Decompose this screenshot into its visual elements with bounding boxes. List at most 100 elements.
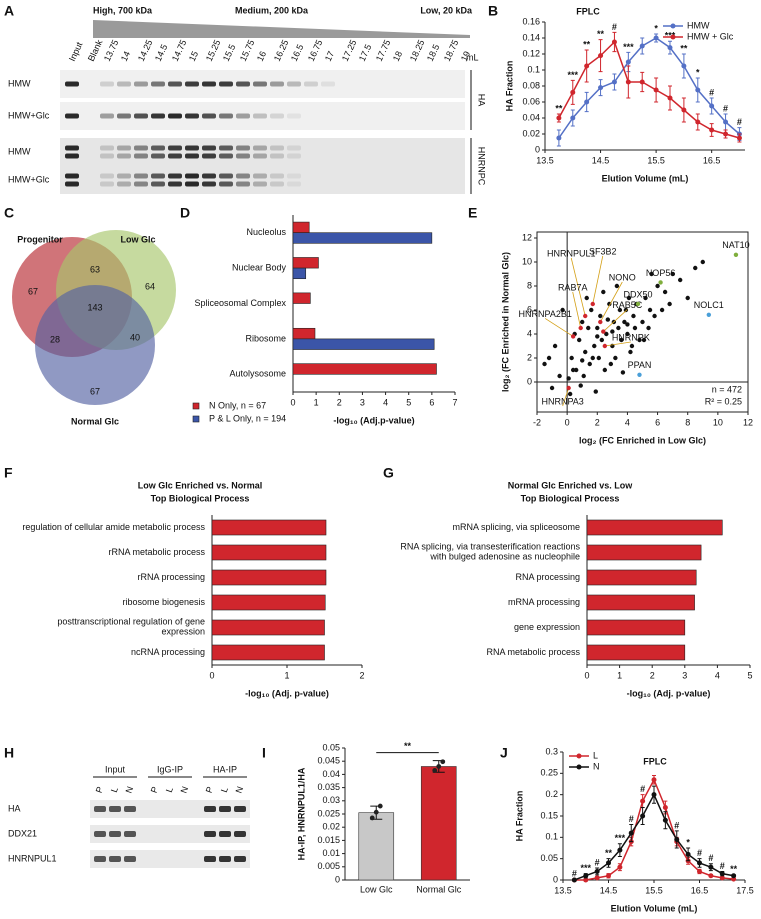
blot-band: [151, 153, 165, 159]
data-point: [623, 307, 629, 313]
point-label: HNRNPK: [612, 332, 650, 342]
blot-band: [134, 113, 148, 119]
x-tick-label: 13.5: [554, 885, 572, 895]
panel-label: G: [383, 465, 394, 481]
data-point: [723, 119, 729, 125]
legend-swatch: [192, 415, 200, 423]
significance-mark: ***: [615, 833, 626, 843]
blot-band: [287, 113, 301, 119]
blot-band: [151, 173, 165, 179]
data-point: [681, 63, 687, 69]
leader-line: [544, 318, 574, 337]
point-label: NAT10: [722, 240, 749, 250]
blot-band: [65, 113, 79, 119]
y-tick-label: 0.1: [545, 832, 558, 842]
y-tick-label: 0.12: [522, 48, 540, 58]
blot-band: [219, 181, 233, 187]
y-tick-label: 0.04: [322, 769, 340, 779]
bar: [211, 644, 325, 661]
significance-mark: **: [605, 848, 613, 858]
category-label: Nucleolus: [246, 227, 286, 237]
data-point: [560, 307, 565, 313]
blot-header: High, 700 kDa: [93, 5, 153, 15]
lane-label: 15: [187, 50, 200, 63]
data-point: [662, 804, 668, 810]
blot-band: [134, 181, 148, 187]
venn: [12, 230, 176, 405]
data-point: [643, 295, 648, 301]
lane-label: 17: [323, 50, 336, 63]
blot-band: [117, 81, 131, 87]
blot-strip: [90, 825, 250, 843]
x-axis-label: Elution Volume (mL): [611, 903, 698, 913]
y-axis-label: HA Fraction: [514, 791, 524, 842]
venn-count: 143: [87, 302, 102, 312]
blot-band: [168, 181, 182, 187]
data-point: [566, 385, 571, 391]
data-point: [606, 873, 611, 879]
data-point: [622, 319, 627, 325]
blot-band: [287, 153, 301, 159]
data-point: [604, 331, 609, 337]
data-point: [706, 312, 712, 317]
data-point: [659, 307, 665, 313]
data-point: [719, 871, 725, 877]
data-point: [611, 79, 617, 85]
venn-set-label: Normal Glc: [71, 416, 119, 426]
blot-band: [100, 153, 114, 159]
data-point: [651, 777, 657, 783]
data-point: [619, 337, 624, 343]
blot-band: [117, 145, 131, 151]
data-point: [640, 319, 645, 325]
blot-band: [65, 153, 79, 159]
lane-label: 18: [391, 50, 404, 63]
data-point: [556, 135, 562, 141]
blot-band: [117, 173, 131, 179]
chart-title: FPLC: [643, 756, 667, 766]
data-point: [625, 322, 630, 327]
data-point: [670, 271, 675, 277]
data-point: [719, 875, 725, 881]
data-point: [617, 307, 623, 313]
y-tick-label: 0.04: [522, 112, 540, 122]
data-point: [674, 836, 680, 842]
category-label: RNA splicing, via transesterification re…: [400, 542, 580, 562]
blot-band: [202, 181, 216, 187]
blot-band: [65, 181, 79, 187]
x-tick-label: 1: [284, 670, 289, 680]
blot-band: [219, 145, 233, 151]
annotation: R² = 0.25: [705, 396, 742, 406]
replicate-point: [377, 803, 383, 809]
venn-count: 40: [130, 332, 140, 342]
blot-band: [100, 145, 114, 151]
x-tick-label: 13.5: [536, 155, 554, 165]
data-point: [685, 851, 691, 857]
blot-band: [185, 153, 199, 159]
x-tick-label: 5: [406, 397, 411, 407]
blot-band: [134, 153, 148, 159]
significance-mark: *: [696, 67, 700, 77]
blot-band: [117, 153, 131, 159]
blot-band: [219, 81, 233, 87]
data-point: [552, 343, 558, 349]
chart-title: Normal Glc Enriched vs. Low: [508, 480, 634, 490]
data-point: [594, 875, 600, 881]
y-tick-label: 10: [522, 256, 532, 266]
significance-mark: #: [697, 848, 702, 858]
lane-label: 16: [255, 50, 268, 63]
data-point: [611, 39, 617, 45]
blot-band: [202, 113, 216, 119]
data-point: [602, 343, 608, 349]
replicate-point: [373, 809, 379, 815]
y-tick-label: 0.25: [540, 768, 558, 778]
data-point: [608, 361, 614, 367]
panel-label: E: [468, 205, 477, 221]
x-axis-label: log₂ (FC Enriched in Low Glc): [579, 435, 706, 445]
data-point: [570, 115, 576, 121]
data-point: [617, 847, 623, 853]
y-tick-label: 0: [335, 874, 340, 884]
data-point: [625, 79, 631, 85]
y-tick-label: 0: [535, 144, 540, 154]
venn-set-label: Progenitor: [17, 234, 63, 244]
